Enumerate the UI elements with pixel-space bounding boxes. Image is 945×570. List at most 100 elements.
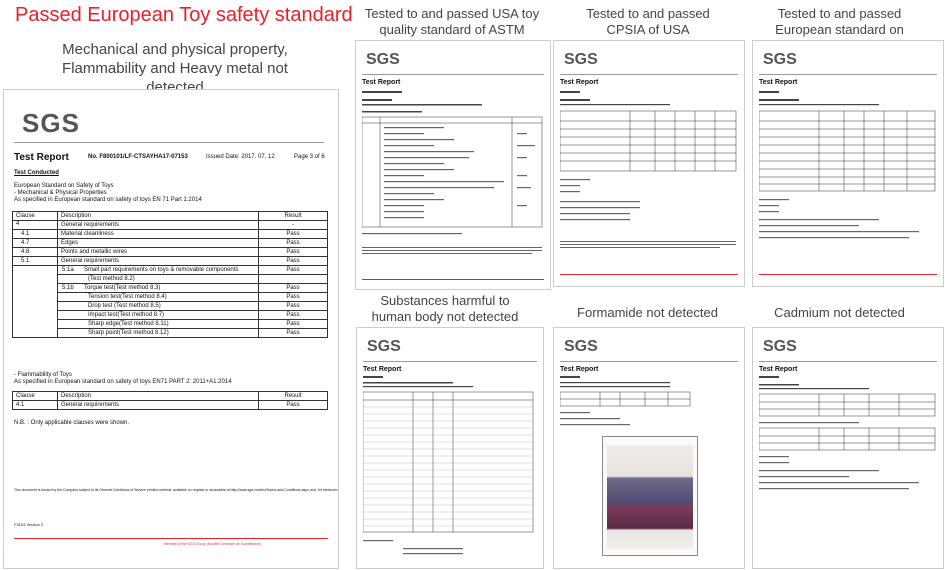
clause-cell: 4 xyxy=(12,220,58,230)
thumbnail-astm-report: SGS Test Report xyxy=(355,40,551,290)
table-row: Tension test(Test method 8.4) Pass xyxy=(12,292,328,302)
issued-date: Issued Date: 2017. 07. 12 xyxy=(206,154,275,160)
caption-formamide: Formamide not detected xyxy=(577,305,718,320)
report-title: Test Report xyxy=(560,366,599,373)
table-row: 5.1b Torque test(Test method 8.3) Pass xyxy=(12,283,328,293)
clause-cell: 4.1 xyxy=(12,229,58,239)
table-row: 4.7 Edges Pass xyxy=(12,238,328,248)
subclause-text: Small part requirements on toys & remova… xyxy=(84,267,239,273)
standard-line-1: European Standard on Safety of Toys xyxy=(14,183,114,189)
result-cell xyxy=(258,274,328,284)
flammability-heading: - Flammability of Toys xyxy=(14,372,72,378)
report-content-lines xyxy=(759,376,936,490)
table-row: 4.1 General requirements Pass xyxy=(12,400,328,410)
description-cell: Material cleanliness xyxy=(57,229,259,239)
description-cell: (Test method 8.2) xyxy=(57,274,259,284)
footer-rule xyxy=(560,274,738,275)
table-row: 4.8 Points and metallic wires Pass xyxy=(12,247,328,257)
thumbnail-cpsia-report: SGS Test Report xyxy=(553,40,745,287)
table-header-row: Clause Description Result xyxy=(12,211,328,221)
footer-rule xyxy=(759,274,937,275)
clause-cell: 4.1 xyxy=(12,400,58,410)
mechanical-table: Clause Description Result 4 General requ… xyxy=(12,211,328,338)
result-cell: Pass xyxy=(258,328,328,338)
standard-line-2: - Mechanical & Physical Properties xyxy=(14,190,107,196)
description-cell: Edges xyxy=(57,238,259,248)
col-description: Description xyxy=(57,211,259,221)
report-title: Test Report xyxy=(362,79,401,86)
description-cell: 5.1b Torque test(Test method 8.3) xyxy=(57,283,259,293)
table-row: 5.1 General requirements Pass xyxy=(12,256,328,266)
sample-photo xyxy=(607,445,693,549)
report-content-lines xyxy=(560,376,691,426)
thumbnail-formamide-report: SGS Test Report xyxy=(553,327,745,569)
flammability-table: Clause Description Result 4.1 General re… xyxy=(12,391,328,410)
description-cell: Sharp point(Test method 8.12) xyxy=(57,328,259,338)
sgs-logo: SGS xyxy=(564,338,598,355)
clause-cell: 4.7 xyxy=(12,238,58,248)
col-clause: Clause xyxy=(12,211,58,221)
col-result: Result xyxy=(258,211,328,221)
result-cell: Pass xyxy=(258,256,328,266)
caption-cadmium: Cadmium not detected xyxy=(774,305,905,320)
result-cell: Pass xyxy=(258,292,328,302)
clause-cell: 5.1 xyxy=(12,256,58,266)
applicable-note: N.B. : Only applicable clauses were show… xyxy=(14,420,130,426)
description-cell: General requirements xyxy=(57,400,259,410)
thumbnail-cadmium-report: SGS Test Report xyxy=(752,327,944,569)
result-cell: Pass xyxy=(258,247,328,257)
description-cell: 5.1a Small part requirements on toys & re… xyxy=(57,265,259,275)
sgs-logo: SGS xyxy=(564,51,598,68)
result-cell: Pass xyxy=(258,238,328,248)
disclaimer-text: This document is issued by the Company s… xyxy=(14,488,338,492)
description-cell: Points and metallic wires xyxy=(57,247,259,257)
table-row: Impact test(Test method 8.7) Pass xyxy=(12,310,328,320)
header-divider xyxy=(560,74,738,75)
test-report-main: SGS Test Report No. F800101/LF-CTSAYHA17… xyxy=(3,89,339,569)
subclause-label: 5.1a xyxy=(62,267,74,273)
result-cell: Pass xyxy=(258,400,328,410)
caption-cpsia: Tested to and passed CPSIA of USA xyxy=(586,6,710,37)
table-row: Drop test (Test method 8.5) Pass xyxy=(12,301,328,311)
thumbnail-phthalate-report: SGS Test Report xyxy=(752,40,944,287)
sgs-logo: SGS xyxy=(763,338,797,355)
table-row: Sharp edge(Test method 8.11) Pass xyxy=(12,319,328,329)
description-cell: Drop test (Test method 8.5) xyxy=(57,301,259,311)
table-row: (Test method 8.2) xyxy=(12,274,328,284)
report-title: Test Report xyxy=(560,79,599,86)
page-number: Page 3 of 6 xyxy=(294,154,325,160)
result-cell: - xyxy=(258,220,328,230)
header-divider xyxy=(362,74,544,75)
report-content-lines xyxy=(560,91,737,248)
section-heading: Test Conducted xyxy=(14,170,59,176)
result-cell: Pass xyxy=(258,310,328,320)
report-content-lines xyxy=(362,91,543,254)
table-row: 4 General requirements - xyxy=(12,220,328,230)
result-cell: Pass xyxy=(258,283,328,293)
sgs-logo: SGS xyxy=(366,51,400,68)
thumbnail-harmful-substances-report: SGS Test Report xyxy=(356,327,544,569)
table-row: Sharp point(Test method 8.12) Pass xyxy=(12,328,328,338)
result-cell: Pass xyxy=(258,229,328,239)
report-title: Test Report xyxy=(14,152,69,163)
col-clause: Clause xyxy=(12,391,58,401)
sample-photo-frame xyxy=(602,436,698,556)
standard-line-3: As specified in European standard on saf… xyxy=(14,197,202,203)
header-divider xyxy=(759,361,937,362)
result-cell: Pass xyxy=(258,301,328,311)
result-cell: Pass xyxy=(258,265,328,275)
flammability-standard: As specified in European standard on saf… xyxy=(14,379,232,385)
description-cell: General requirements xyxy=(57,220,259,230)
subclause-text: Torque test(Test method 8.3) xyxy=(84,285,161,291)
header-divider xyxy=(363,361,537,362)
sgs-logo: SGS xyxy=(367,338,401,355)
table-row: 5.1a Small part requirements on toys & re… xyxy=(12,265,328,275)
description-cell: Tension test(Test method 8.4) xyxy=(57,292,259,302)
sgs-logo: SGS xyxy=(22,108,80,138)
footer-rule xyxy=(362,279,544,280)
description-cell: Sharp edge(Test method 8.11) xyxy=(57,319,259,329)
report-content-lines xyxy=(759,91,936,239)
caption-harmful: Substances harmful to human body not det… xyxy=(371,293,519,324)
footer-rule xyxy=(14,538,328,539)
result-cell: Pass xyxy=(258,319,328,329)
